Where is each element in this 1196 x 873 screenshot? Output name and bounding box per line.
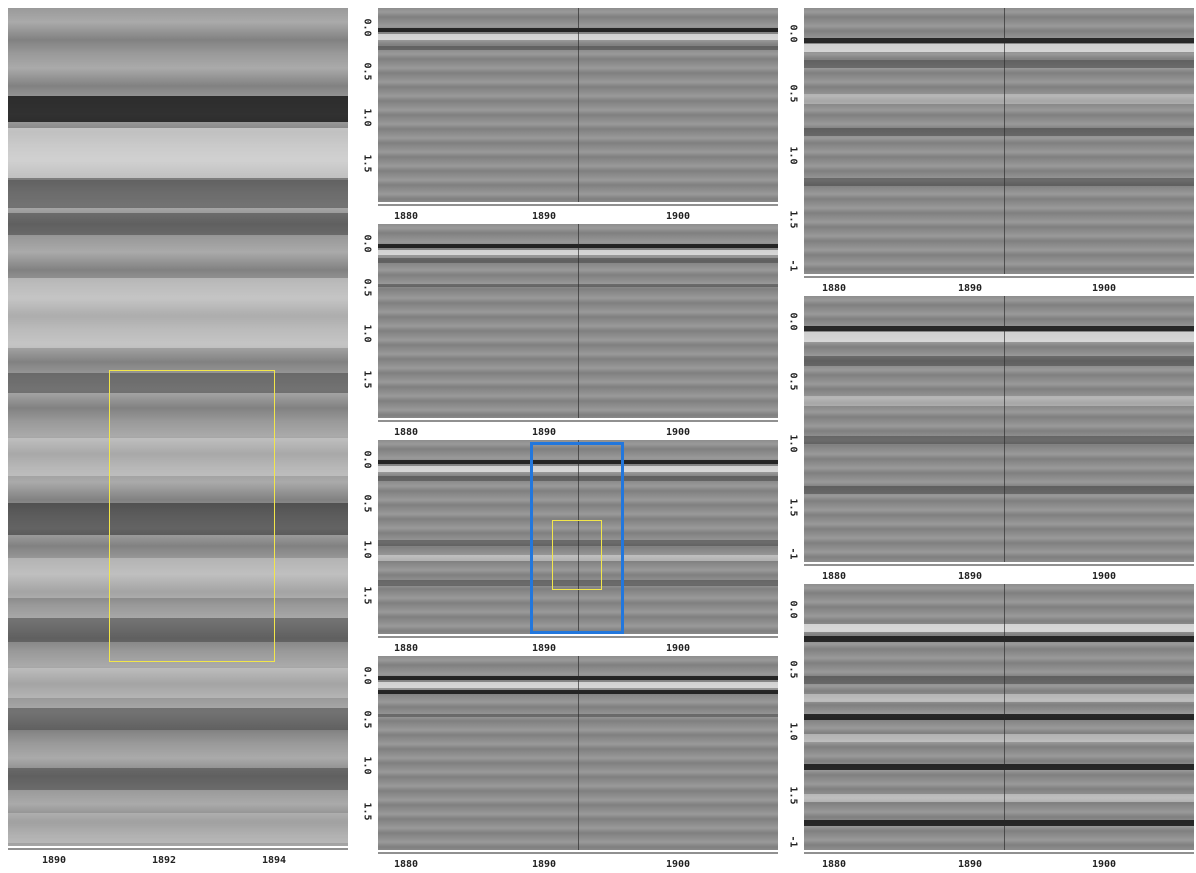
ytick: 1.0 — [787, 146, 799, 165]
xtick: 1890 — [957, 571, 983, 582]
right-1-x-axis: 1880 1890 1900 — [804, 276, 1194, 294]
ytick: 1.0 — [361, 756, 373, 775]
yellow-selection-box[interactable] — [552, 520, 602, 590]
xtick: 1900 — [665, 427, 691, 438]
xtick: 1880 — [393, 211, 419, 222]
ytick: 0.5 — [361, 494, 373, 513]
ytick: 0.0 — [361, 234, 373, 253]
zoom-radargram — [8, 8, 348, 846]
zoom-xtick-1892: 1892 — [151, 855, 177, 866]
ytick: 0.0 — [361, 18, 373, 37]
ytick: 1.0 — [361, 108, 373, 127]
xtick: 1900 — [665, 859, 691, 870]
zoom-region-box[interactable] — [109, 370, 275, 662]
ytick: 1.5 — [361, 154, 373, 173]
ytick: -1 — [787, 259, 799, 272]
zoom-x-ticks — [8, 848, 348, 850]
xtick: 1890 — [957, 283, 983, 294]
ytick: 1.0 — [787, 722, 799, 741]
xtick: 1880 — [393, 643, 419, 654]
ytick: 0.0 — [787, 312, 799, 331]
xtick: 1890 — [531, 643, 557, 654]
middle-2-y-axis: 0.0 0.5 1.0 1.5 — [356, 224, 378, 418]
ytick: 0.0 — [787, 24, 799, 43]
middle-2-x-axis: 1880 1890 1900 — [378, 420, 778, 438]
middle-4-x-axis: 1880 1890 1900 — [378, 852, 778, 870]
ytick: 1.0 — [361, 324, 373, 343]
ytick: 0.5 — [361, 710, 373, 729]
xtick: 1890 — [957, 859, 983, 870]
xtick: 1880 — [393, 427, 419, 438]
ytick: 0.0 — [361, 450, 373, 469]
middle-3-x-axis: 1880 1890 1900 — [378, 636, 778, 654]
right-1-y-axis: 0.0 0.5 1.0 1.5 -1 — [782, 8, 804, 274]
ytick: 0.5 — [787, 372, 799, 391]
right-2-x-axis: 1880 1890 1900 — [804, 564, 1194, 582]
xtick: 1890 — [531, 211, 557, 222]
right-panel-3: 0.0 0.5 1.0 1.5 -1 1880 1890 1900 — [782, 584, 1194, 870]
ytick: 1.5 — [787, 210, 799, 229]
xtick: 1900 — [1091, 571, 1117, 582]
ytick: 1.5 — [361, 586, 373, 605]
middle-4-y-axis: 0.0 0.5 1.0 1.5 — [356, 656, 378, 850]
ytick: 0.0 — [361, 666, 373, 685]
middle-3-y-axis: 0.0 0.5 1.0 1.5 — [356, 440, 378, 634]
right-panel-2: 0.0 0.5 1.0 1.5 -1 1880 1890 1900 — [782, 296, 1194, 582]
middle-panel-1: 0.0 0.5 1.0 1.5 1880 1890 1900 — [356, 8, 778, 222]
xtick: 1900 — [1091, 859, 1117, 870]
right-3-y-axis: 0.0 0.5 1.0 1.5 -1 — [782, 584, 804, 850]
blue-selection-box[interactable] — [530, 442, 624, 634]
ytick: 0.5 — [787, 660, 799, 679]
ytick: 0.0 — [787, 600, 799, 619]
ytick: 1.0 — [787, 434, 799, 453]
xtick: 1880 — [821, 283, 847, 294]
zoom-x-axis: 1890 1892 1894 — [8, 848, 348, 866]
middle-4-radargram — [378, 656, 778, 850]
right-2-radargram — [804, 296, 1194, 562]
middle-1-y-axis: 0.0 0.5 1.0 1.5 — [356, 8, 378, 202]
ytick: 1.5 — [361, 370, 373, 389]
ytick: 0.5 — [787, 84, 799, 103]
xtick: 1900 — [665, 643, 691, 654]
middle-panel-4: 0.0 0.5 1.0 1.5 1880 1890 1900 — [356, 656, 778, 870]
xtick: 1880 — [821, 571, 847, 582]
ytick: 1.0 — [361, 540, 373, 559]
middle-panel-3: 0.0 0.5 1.0 1.5 1880 1890 1900 — [356, 440, 778, 654]
ytick: 0.5 — [361, 278, 373, 297]
right-3-x-axis: 1880 1890 1900 — [804, 852, 1194, 870]
middle-1-radargram — [378, 8, 778, 202]
middle-2-radargram — [378, 224, 778, 418]
middle-panel-2: 0.0 0.5 1.0 1.5 1880 1890 1900 — [356, 224, 778, 438]
xtick: 1900 — [665, 211, 691, 222]
middle-3-radargram — [378, 440, 778, 634]
right-3-radargram — [804, 584, 1194, 850]
ytick: 1.5 — [361, 802, 373, 821]
xtick: 1880 — [393, 859, 419, 870]
right-2-y-axis: 0.0 0.5 1.0 1.5 -1 — [782, 296, 804, 562]
xtick: 1900 — [1091, 283, 1117, 294]
ytick: -1 — [787, 835, 799, 848]
ytick: 1.5 — [787, 498, 799, 517]
ytick: 1.5 — [787, 786, 799, 805]
right-1-radargram — [804, 8, 1194, 274]
right-panel-1: 0.0 0.5 1.0 1.5 -1 1880 1890 1900 — [782, 8, 1194, 294]
zoom-xtick-1894: 1894 — [261, 855, 287, 866]
xtick: 1890 — [531, 859, 557, 870]
ytick: 0.5 — [361, 62, 373, 81]
zoom-panel: 1890 1892 1894 — [8, 8, 348, 866]
xtick: 1890 — [531, 427, 557, 438]
ytick: -1 — [787, 547, 799, 560]
zoom-xtick-1890: 1890 — [41, 855, 67, 866]
xtick: 1880 — [821, 859, 847, 870]
middle-1-x-axis: 1880 1890 1900 — [378, 204, 778, 222]
